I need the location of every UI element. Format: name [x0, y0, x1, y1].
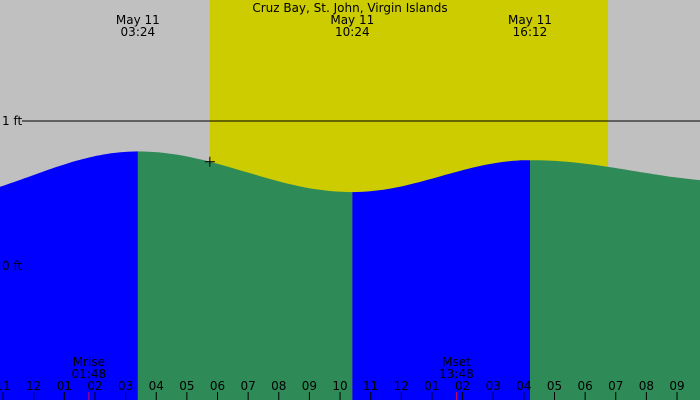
- hour-tick-label: 06: [577, 379, 592, 393]
- hour-tick-label: 08: [271, 379, 286, 393]
- hour-tick-label: 05: [179, 379, 194, 393]
- hour-tick-label: 02: [87, 379, 102, 393]
- hour-axis: 11 12 01 02 03 04 05 06 07 08 09 10 11 12 01 02 03 04 05 06…: [0, 379, 685, 400]
- moon-event-time: 01:48: [72, 367, 107, 381]
- hour-tick-label: 04: [149, 379, 164, 393]
- hour-tick-label: 01: [57, 379, 72, 393]
- hour-tick-label: 09: [669, 379, 684, 393]
- hour-tick-label: 12: [394, 379, 409, 393]
- tide-event-time: 16:12: [513, 25, 548, 39]
- hour-tick-label: 10: [332, 379, 347, 393]
- hour-tick-label: 03: [118, 379, 133, 393]
- y-tick-label-1ft: 1 ft: [2, 114, 22, 128]
- moon-event-label: Mrise: [73, 355, 105, 369]
- hour-tick-label: 05: [547, 379, 562, 393]
- current-time-marker: [204, 156, 215, 167]
- hour-tick-label: 06: [210, 379, 225, 393]
- chart-title: Cruz Bay, St. John, Virgin Islands: [252, 1, 447, 15]
- hour-tick-label: 09: [302, 379, 317, 393]
- moon-event-label: Mset: [442, 355, 471, 369]
- falling-tide-area: [530, 160, 700, 400]
- hour-tick-label: 11: [363, 379, 378, 393]
- tide-event-date: May 11: [116, 13, 160, 27]
- tide-area-group: [0, 151, 700, 400]
- hour-tick-label: 11: [0, 379, 11, 393]
- hour-tick-label: 07: [240, 379, 255, 393]
- rising-tide-area: [352, 160, 530, 400]
- y-tick-label-0ft: 0 ft: [2, 259, 22, 273]
- hour-tick-label: 01: [424, 379, 439, 393]
- moon-event-time: 13:48: [439, 367, 474, 381]
- hour-tick-label: 08: [639, 379, 654, 393]
- hour-tick-label: 12: [26, 379, 41, 393]
- tide-event-time: 10:24: [335, 25, 370, 39]
- tide-event-time: 03:24: [121, 25, 156, 39]
- hour-tick-label: 04: [516, 379, 531, 393]
- falling-tide-area: [137, 151, 353, 400]
- hour-tick-label: 07: [608, 379, 623, 393]
- tide-event-date: May 11: [508, 13, 552, 27]
- rising-tide-area: [0, 151, 138, 400]
- tide-event-date: May 11: [330, 13, 374, 27]
- hour-tick-label: 03: [486, 379, 501, 393]
- hour-tick-label: 02: [455, 379, 470, 393]
